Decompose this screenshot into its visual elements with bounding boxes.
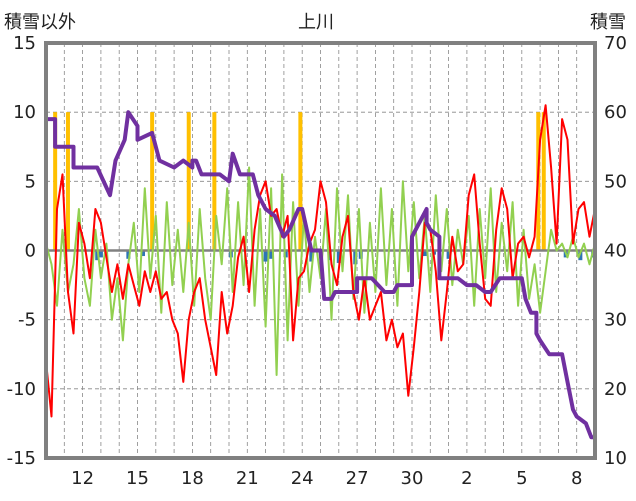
precipitation-bar <box>309 250 314 262</box>
y-right-title: 積雪 <box>590 12 626 33</box>
precipitation-bar <box>446 250 451 259</box>
y-left-tick-label: 5 <box>25 171 36 192</box>
precipitation-bar <box>126 250 131 259</box>
snowfall-bar <box>541 112 546 251</box>
x-tick-label: 21 <box>236 468 259 489</box>
y-left-title: 積雪以外 <box>4 12 76 33</box>
wind-line <box>45 166 596 376</box>
y-left-tick-label: -15 <box>7 448 36 469</box>
precipitation-bar <box>263 250 268 262</box>
x-tick-label: 24 <box>291 468 314 489</box>
y-left-tick-label: 10 <box>13 102 36 123</box>
y-left-tick-label: 15 <box>13 33 36 54</box>
snowfall-bar <box>53 112 58 251</box>
snowfall-bar <box>298 112 303 251</box>
snowfall-bar <box>186 112 191 251</box>
plot-frame <box>44 41 597 460</box>
chart-title: 上川 <box>298 12 334 33</box>
x-tick-label: 27 <box>346 468 369 489</box>
x-tick-label: 15 <box>126 468 149 489</box>
precipitation-bar <box>140 250 145 257</box>
temperature-line <box>45 104 596 418</box>
precipitation-bar <box>98 250 103 258</box>
y-right-tick-label: 40 <box>604 241 627 262</box>
y-left-tick-label: -5 <box>18 310 36 331</box>
y-right-tick-label: 70 <box>604 33 627 54</box>
x-tick-label: 2 <box>461 468 472 489</box>
snowfall-bar <box>150 112 155 251</box>
x-tick-label: 5 <box>516 468 527 489</box>
snowfall-bar <box>65 112 70 251</box>
precipitation-bar <box>95 250 100 261</box>
x-tick-label: 18 <box>181 468 204 489</box>
x-tick-label: 30 <box>401 468 424 489</box>
y-right-tick-label: 50 <box>604 171 627 192</box>
line-layer <box>45 104 596 440</box>
y-right-tick-label: 10 <box>604 448 627 469</box>
y-right-tick-label: 30 <box>604 310 627 331</box>
precipitation-bar <box>327 250 332 261</box>
x-tick-label: 8 <box>571 468 582 489</box>
y-right-tick-label: 60 <box>604 102 627 123</box>
snow_depth-line <box>46 110 595 440</box>
precipitation-bar <box>336 250 341 263</box>
y-left-tick-label: -10 <box>7 379 36 400</box>
precipitation-bar <box>422 250 427 257</box>
precipitation-bar <box>269 250 274 259</box>
y-right-tick-label: 20 <box>604 379 627 400</box>
y-left-tick-label: 0 <box>25 241 36 262</box>
snowfall-bar <box>212 112 217 251</box>
x-tick-label: 12 <box>71 468 94 489</box>
